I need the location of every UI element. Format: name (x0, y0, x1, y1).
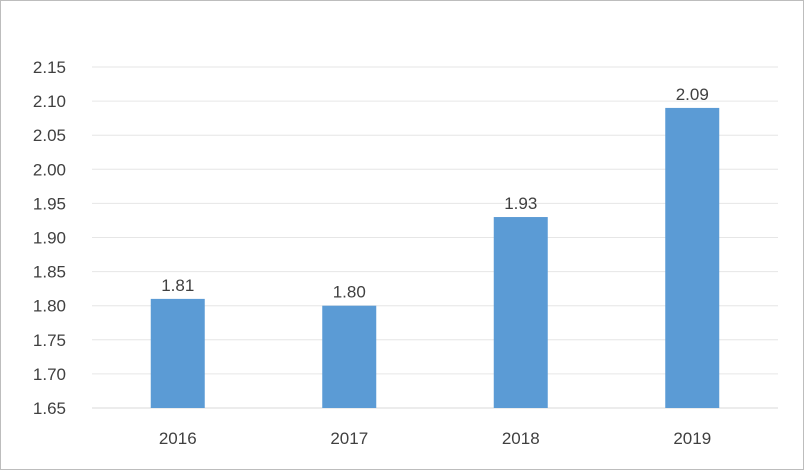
y-tick-label: 2.05 (33, 126, 66, 145)
data-label-2018: 1.93 (504, 194, 537, 213)
y-axis-ticks: 1.65 1.70 1.75 1.80 1.85 1.90 1.95 2.00 2.05 2.10… (33, 58, 66, 418)
x-tick-label-2019: 2019 (673, 429, 711, 448)
y-tick-label: 1.95 (33, 194, 66, 213)
y-tick-label: 2.00 (33, 160, 66, 179)
x-tick-label-2018: 2018 (502, 429, 540, 448)
y-tick-label: 2.10 (33, 92, 66, 111)
data-labels: 1.81 1.80 1.93 2.09 (161, 85, 709, 302)
x-axis-ticks: 2016 2017 2018 2019 (159, 429, 711, 448)
x-tick-label-2017: 2017 (330, 429, 368, 448)
data-label-2016: 1.81 (161, 276, 194, 295)
bar-2016 (150, 298, 205, 408)
y-tick-label: 1.75 (33, 331, 66, 350)
data-label-2019: 2.09 (676, 85, 709, 104)
y-tick-label: 1.70 (33, 365, 66, 384)
x-tick-label-2016: 2016 (159, 429, 197, 448)
y-tick-label: 1.85 (33, 263, 66, 282)
bar-2018 (493, 217, 548, 408)
y-tick-label: 2.15 (33, 58, 66, 77)
y-tick-label: 1.65 (33, 399, 66, 418)
data-label-2017: 1.80 (333, 283, 366, 302)
y-tick-label: 1.90 (33, 229, 66, 248)
bar-2019 (665, 107, 720, 409)
y-tick-label: 1.80 (33, 297, 66, 316)
gridlines (92, 66, 778, 409)
bar-2017 (322, 305, 377, 408)
bars (150, 107, 720, 409)
